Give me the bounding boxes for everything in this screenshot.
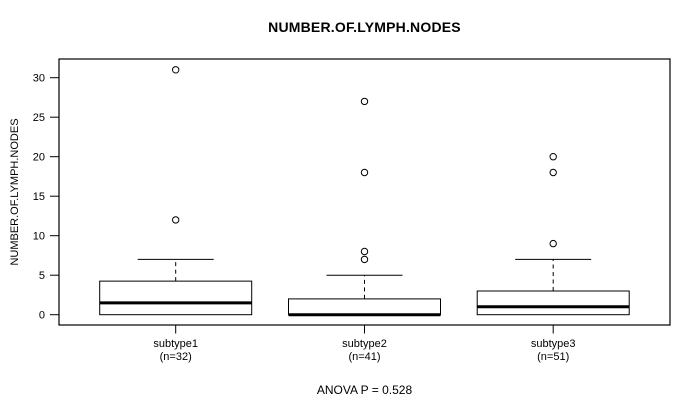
group-name: subtype1 [153,338,199,350]
outlier-point [549,168,557,177]
outlier-point [360,97,369,106]
chart-title: NUMBER.OF.LYMPH.NODES [268,19,461,35]
outlier-point [360,247,369,256]
y-tick-label: 5 [39,270,45,282]
box-iqr [288,298,441,316]
group-name: subtype2 [342,338,387,350]
box-iqr [476,290,630,316]
group-n: (n=51) [537,350,570,363]
outlier-point [360,168,369,177]
y-tick-label: 20 [33,152,45,164]
group-name: subtype3 [530,338,576,350]
group-n: (n=32) [159,350,192,363]
y-tick-label: 25 [33,112,45,124]
y-tick-label: 0 [39,310,45,322]
group-n: (n=41) [348,350,381,363]
y-tick-label: 15 [33,191,45,203]
outlier-point [549,153,557,161]
outlier-point [172,216,180,224]
y-tick-label: 10 [33,231,45,243]
outlier-point [360,255,369,264]
anova-p-value-label: ANOVA P = 0.528 [316,383,413,397]
outlier-point [172,66,180,74]
outlier-point [549,239,557,248]
x-tick-label-subtype1: subtype1 (n=32) [153,338,198,363]
y-tick-label: 30 [33,73,45,85]
x-tick-label-subtype3: subtype3 (n=51) [531,338,576,363]
box-iqr [99,280,253,316]
x-tick-label-subtype2: subtype2 (n=41) [342,338,387,363]
